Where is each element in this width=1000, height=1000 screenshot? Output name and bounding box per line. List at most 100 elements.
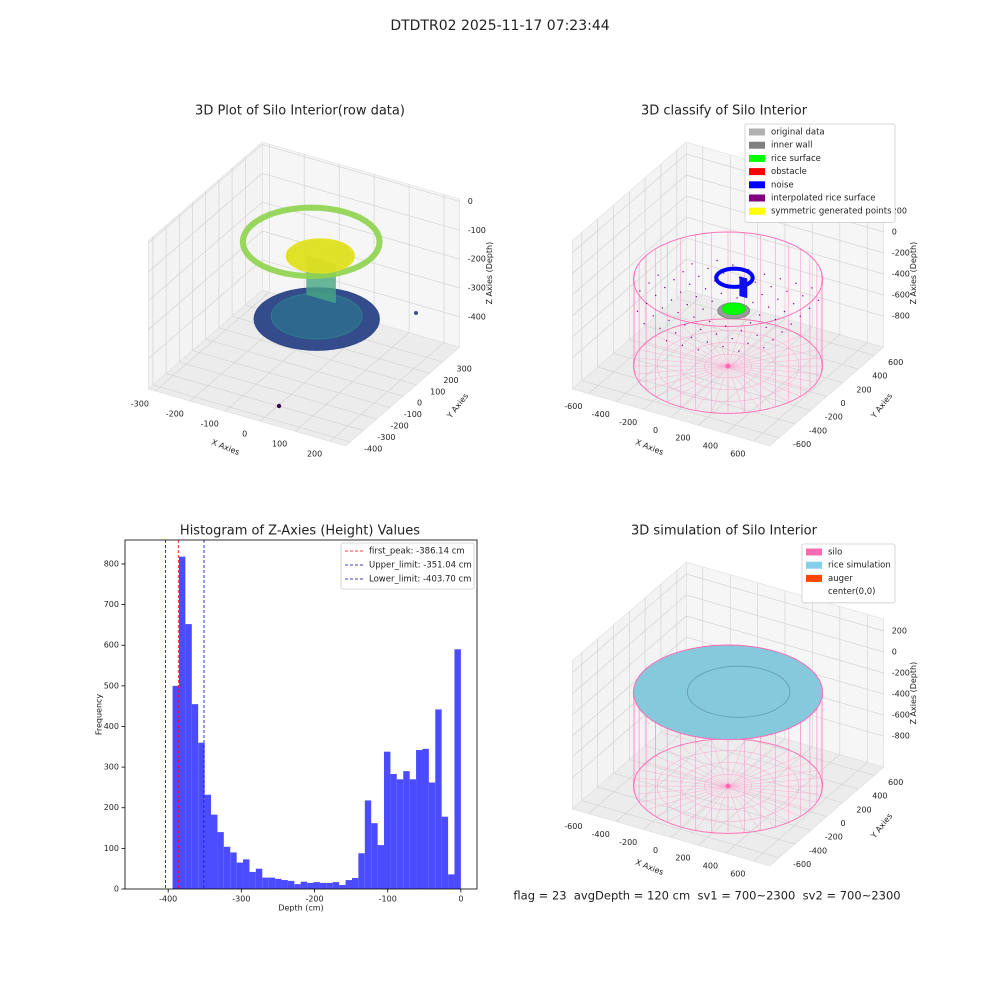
histogram-bar xyxy=(332,882,340,889)
legend-swatch xyxy=(749,194,765,202)
legend-label: first_peak: -386.14 cm xyxy=(369,547,465,557)
decor-shape xyxy=(632,738,824,834)
y-tick-label: 400 xyxy=(104,722,119,731)
decor-shape xyxy=(704,353,752,379)
z-grid-line xyxy=(148,259,460,359)
x-tick-label: 0 xyxy=(458,895,463,904)
x-tick-label: 600 xyxy=(730,870,745,879)
y-grid-line xyxy=(192,202,390,408)
decor-shape xyxy=(657,274,659,276)
histogram-bar xyxy=(179,556,186,889)
z-tick-label: -800 xyxy=(892,312,910,321)
decor-shape xyxy=(722,345,724,348)
decor-shape xyxy=(681,344,684,347)
histogram-bar xyxy=(198,742,205,889)
decor-shape xyxy=(702,308,704,310)
subplot-title: 3D classify of Silo Interior xyxy=(641,104,808,119)
legend-label: obstacle xyxy=(771,167,807,177)
x-tick-label: 200 xyxy=(675,434,690,443)
y-tick-label: 700 xyxy=(104,600,119,609)
y-tick-label: 400 xyxy=(872,792,887,801)
x-tick-label: -200 xyxy=(619,418,637,427)
decor-shape xyxy=(808,307,811,309)
z-grid-line xyxy=(572,594,884,694)
decor-shape xyxy=(632,318,824,414)
legend-label: Lower_limit: -403.70 cm xyxy=(369,575,471,585)
legend-label: interpolated rice surface xyxy=(771,194,876,204)
histogram-bar xyxy=(396,779,404,889)
y-tick-label: 400 xyxy=(872,372,887,381)
z-axis-label: Z Axies (Depth) xyxy=(485,242,494,305)
histogram-bar xyxy=(428,782,436,889)
histogram-bar xyxy=(390,774,397,889)
decor-shape xyxy=(792,303,795,305)
histogram-bar xyxy=(326,882,333,889)
decor-shape xyxy=(781,331,783,333)
x-tick-label: -100 xyxy=(201,419,219,428)
decor-shape xyxy=(740,330,743,332)
legend-swatch xyxy=(806,561,822,569)
x-tick-label: 200 xyxy=(675,854,690,863)
y-tick-label: -100 xyxy=(404,410,422,419)
y-tick-label: 600 xyxy=(888,778,903,787)
decor-shape xyxy=(684,324,686,326)
y-grid-line xyxy=(597,638,796,845)
decor-shape xyxy=(752,301,754,304)
decor-shape xyxy=(777,298,779,300)
y-tick-label: 300 xyxy=(457,364,472,373)
decor-shape xyxy=(720,292,723,295)
decor-shape xyxy=(686,303,688,306)
x-tick-label: -600 xyxy=(564,402,582,411)
histogram-bar xyxy=(172,685,180,889)
legend-label: inner wall xyxy=(771,141,812,151)
decor-shape xyxy=(758,314,761,316)
z-tick-label: 0 xyxy=(892,228,897,237)
legend-label: original data xyxy=(771,128,825,138)
decor-shape xyxy=(665,340,668,342)
x-grid-line xyxy=(294,184,410,432)
z-tick-label: -200 xyxy=(468,255,486,264)
x-tick-label: 100 xyxy=(272,440,287,449)
legend-swatch xyxy=(749,141,765,149)
z-tick-label: 200 xyxy=(892,206,907,215)
y-tick-label: -200 xyxy=(825,413,843,422)
legend-label: Upper_limit: -351.04 cm xyxy=(369,561,472,571)
decor-shape xyxy=(763,347,765,349)
y-grid-line xyxy=(581,652,780,859)
decor-shape xyxy=(675,332,677,334)
decor-shape xyxy=(714,266,755,289)
y-tick-label: 200 xyxy=(856,385,871,394)
x-tick-label: -300 xyxy=(232,895,250,904)
x-axis-label: X Axies xyxy=(634,438,665,457)
decor-shape xyxy=(632,644,824,741)
legend-label: rice simulation xyxy=(828,561,891,571)
z-axis-label: Z Axies (Depth) xyxy=(909,662,918,725)
x-tick-label: 600 xyxy=(730,450,745,459)
decor-shape xyxy=(774,318,777,321)
legend-box xyxy=(340,542,475,590)
decor-shape xyxy=(716,259,718,262)
histogram-bar xyxy=(307,882,314,889)
histogram-bar xyxy=(371,823,378,889)
z-tick-label: -800 xyxy=(892,732,910,741)
decor-shape xyxy=(725,363,731,369)
y-axis-label: Y Axies xyxy=(869,392,895,421)
decor-shape xyxy=(749,322,752,324)
subplot-title: 3D simulation of Silo Interior xyxy=(631,524,818,539)
histogram-bar xyxy=(422,748,429,889)
z-grid-line xyxy=(572,573,884,673)
x-tick-label: -200 xyxy=(166,409,184,418)
x-tick-label: -200 xyxy=(305,895,323,904)
x-tick-label: 0 xyxy=(242,430,247,439)
decor-shape xyxy=(756,334,758,337)
decor-shape xyxy=(686,665,791,718)
y-grid-line xyxy=(152,236,351,443)
decor-shape xyxy=(724,325,727,327)
z-tick-label: -200 xyxy=(892,669,910,678)
decor-shape xyxy=(799,315,802,317)
decor-shape xyxy=(690,336,693,339)
legend-swatch xyxy=(806,548,822,556)
decor-shape xyxy=(768,306,770,308)
histogram-bar xyxy=(275,878,282,889)
